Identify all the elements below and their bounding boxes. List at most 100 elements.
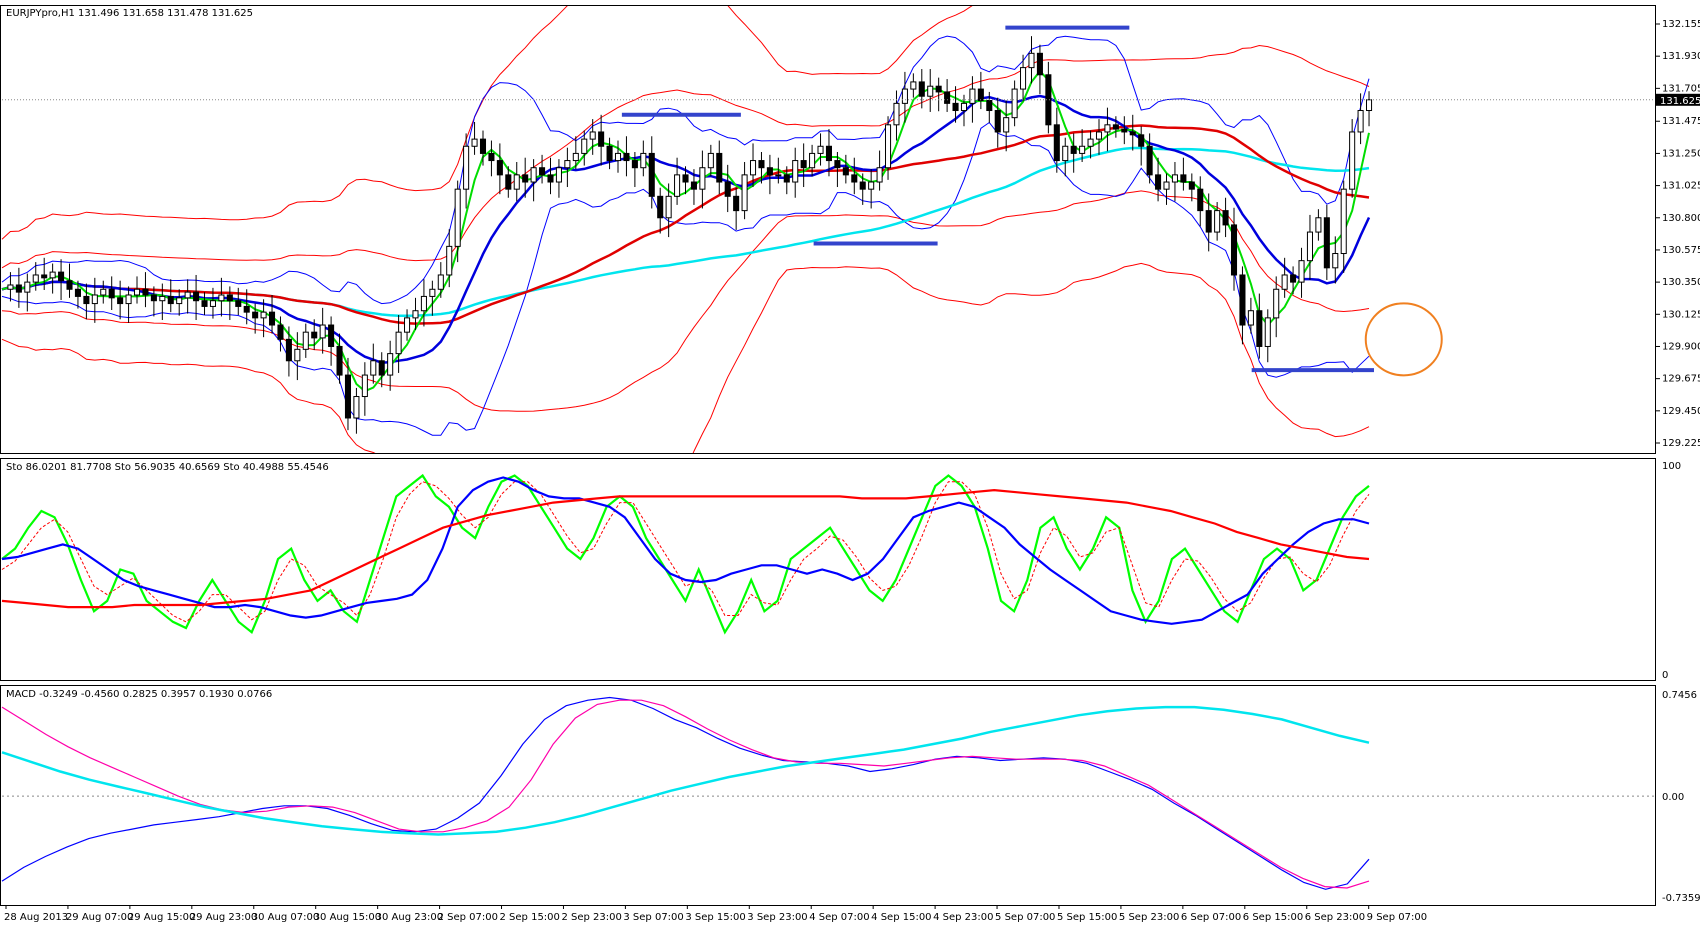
- candle-body: [1028, 52, 1035, 69]
- price-y-tick-label: 131.705: [1662, 83, 1700, 94]
- candle-body: [268, 311, 276, 326]
- candle-body: [1053, 124, 1060, 162]
- candle-body: [674, 174, 681, 197]
- candle-body: [344, 374, 352, 419]
- candle-body: [1256, 310, 1263, 347]
- x-tick-label: 3 Sep 07:00: [623, 912, 683, 923]
- mid-lower-band: [1, 190, 1370, 412]
- price-y-tick-label: 131.250: [1662, 148, 1700, 159]
- candle-body: [631, 160, 638, 169]
- candle-body: [648, 152, 655, 197]
- candle-body: [1315, 217, 1322, 233]
- candle-body: [901, 88, 908, 104]
- candle-body: [1365, 99, 1373, 112]
- candle-body: [699, 167, 706, 190]
- outer-upper-band: [1, 6, 973, 240]
- candle-body: [387, 353, 394, 376]
- candle-body: [716, 152, 723, 183]
- current-price-badge: [1656, 93, 1700, 106]
- highlight-circle: [1364, 302, 1443, 377]
- candle-body: [555, 167, 562, 183]
- candle-body: [935, 85, 942, 93]
- x-tick-label: 30 Aug 23:00: [376, 912, 443, 923]
- candle-body: [479, 138, 487, 154]
- candle-body: [429, 288, 436, 297]
- candle-body: [176, 297, 183, 305]
- candle-body: [404, 317, 411, 333]
- candle-body: [83, 295, 90, 305]
- candle-body: [1290, 274, 1297, 283]
- candle-body: [522, 174, 529, 183]
- candle-body: [1357, 110, 1364, 133]
- candle-body: [142, 288, 149, 296]
- candle-body: [454, 188, 461, 247]
- candle-body: [108, 288, 115, 299]
- macd-panel-frame: [0, 685, 1656, 906]
- candle-body: [1155, 174, 1162, 190]
- candle-body: [733, 195, 740, 212]
- candle-body: [842, 167, 849, 176]
- candle-body: [15, 284, 22, 293]
- candle-body: [193, 291, 200, 302]
- candle-body: [58, 271, 65, 282]
- candle-body: [1230, 224, 1238, 276]
- candle-body: [184, 291, 191, 299]
- candle-body: [1222, 210, 1229, 226]
- macd-layer: [1, 696, 1655, 890]
- candle-body: [1003, 117, 1010, 133]
- macd-line: [1, 705, 1370, 836]
- price-y-tick-label: 129.450: [1662, 406, 1700, 417]
- candle-body: [1011, 88, 1018, 119]
- macd-y-tick-label: -0.7359: [1662, 893, 1700, 904]
- candle-body: [505, 174, 512, 190]
- stochastic-line: [1, 488, 1370, 609]
- candle-body: [488, 152, 495, 162]
- price-y-tick-label: 131.475: [1662, 116, 1700, 127]
- candle-body: [370, 360, 377, 376]
- candle-body: [1112, 124, 1119, 130]
- candle-body: [876, 167, 883, 183]
- current-price-label: 131.625: [1660, 96, 1700, 107]
- candle-body: [800, 160, 807, 169]
- x-tick-label: 30 Aug 15:00: [314, 912, 381, 923]
- candle-body: [851, 174, 858, 183]
- candle-body: [1163, 181, 1170, 190]
- x-tick-label: 4 Sep 15:00: [871, 912, 931, 923]
- candle-body: [378, 360, 385, 376]
- x-tick-label: 5 Sep 07:00: [995, 912, 1055, 923]
- candle-body: [977, 88, 984, 102]
- candle-body: [218, 294, 225, 302]
- candle-body: [817, 145, 824, 154]
- candle-body: [1180, 174, 1187, 183]
- candle-body: [311, 331, 318, 339]
- candle-body: [927, 85, 934, 97]
- candle-body: [960, 102, 968, 112]
- candle-body: [665, 195, 672, 219]
- candle-body: [1188, 181, 1195, 190]
- candle-body: [1298, 260, 1305, 283]
- candle-body: [1273, 288, 1280, 319]
- candle-body: [868, 181, 875, 190]
- outer-lower-band: [1, 262, 1370, 453]
- candle-body: [809, 152, 816, 169]
- candle-body: [758, 160, 765, 169]
- stochastic-panel-header: Sto 86.0201 81.7708 Sto 56.9035 40.6569 …: [6, 462, 329, 473]
- candle-body: [1349, 131, 1356, 190]
- candle-body: [32, 274, 39, 283]
- candle-body: [1079, 145, 1086, 154]
- candle-body: [539, 167, 546, 176]
- macd-y-axis: 0.7456 0.00 -0.7359: [1662, 690, 1700, 904]
- candle-body: [581, 138, 588, 154]
- candle-body: [513, 174, 520, 190]
- x-tick-label: 6 Sep 23:00: [1305, 912, 1365, 923]
- candle-body: [825, 145, 833, 162]
- candle-body: [412, 310, 419, 319]
- candle-body: [707, 152, 714, 169]
- candle-body: [1146, 145, 1153, 176]
- candle-body: [783, 174, 790, 183]
- stochastic-y-tick-label: 0: [1662, 670, 1668, 681]
- candle-body: [1070, 145, 1077, 154]
- candle-body: [49, 271, 56, 279]
- x-tick-label: 9 Sep 07:00: [1367, 912, 1427, 923]
